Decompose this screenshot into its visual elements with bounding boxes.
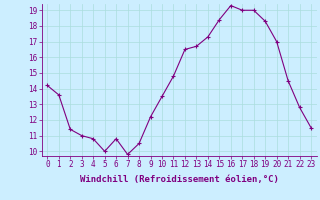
X-axis label: Windchill (Refroidissement éolien,°C): Windchill (Refroidissement éolien,°C) <box>80 175 279 184</box>
